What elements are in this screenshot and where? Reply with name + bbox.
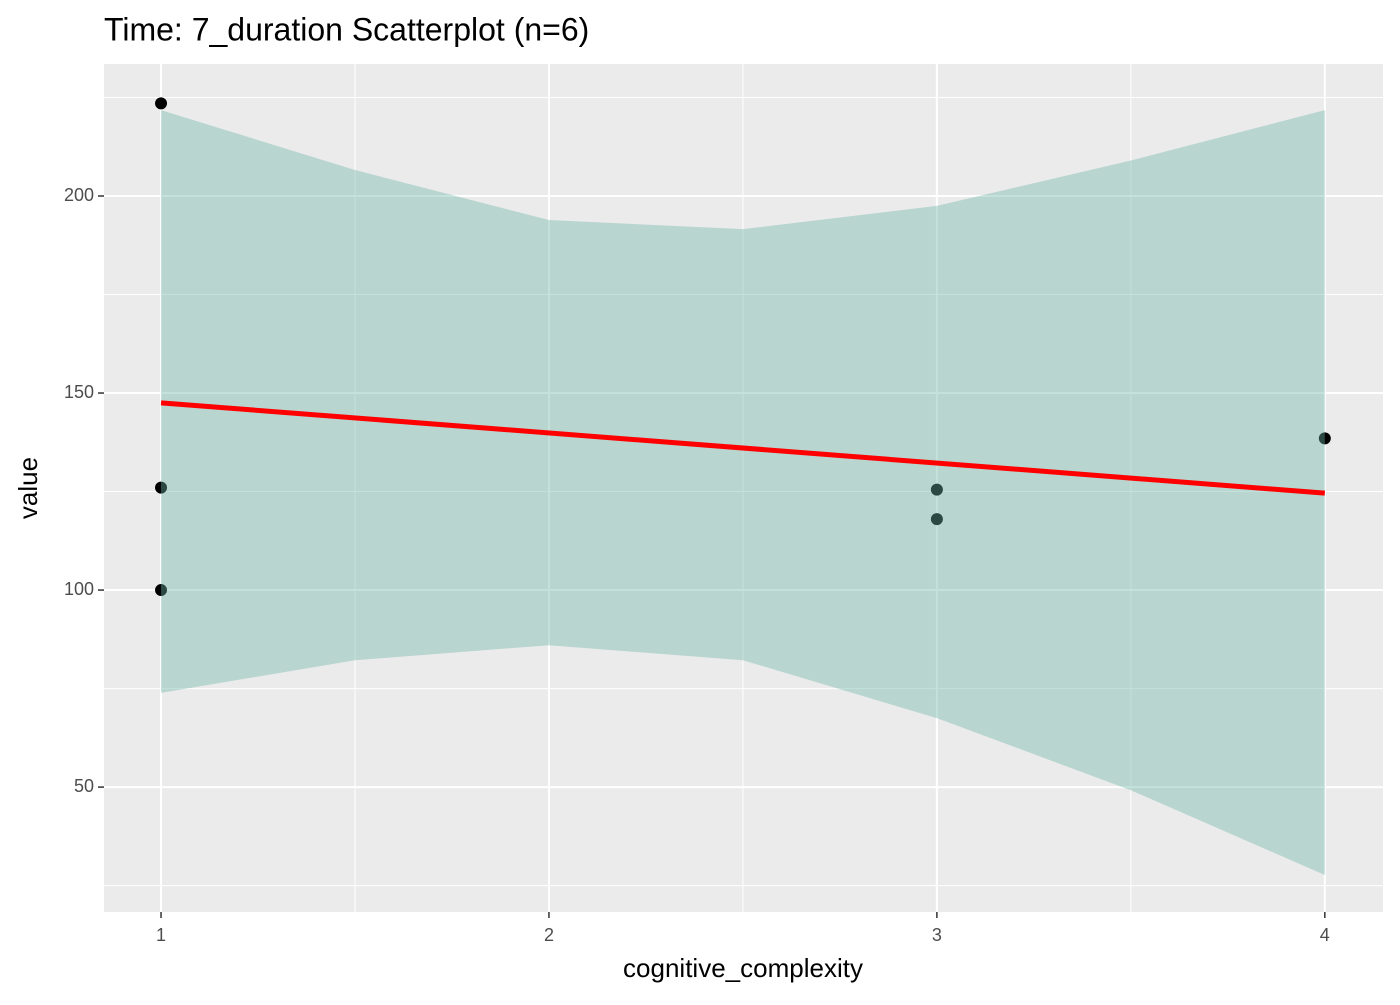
point [1318,432,1331,445]
chart-title: Time: 7_duration Scatterplot (n=6) [104,11,589,47]
point [930,513,943,526]
point [155,584,168,597]
x-tick-label: 2 [544,925,554,945]
panel [104,64,1383,912]
fit-line [160,400,1326,496]
confidence-band [161,110,1325,875]
y-tick-label: 100 [64,579,94,599]
x-axis-title: cognitive_complexity [623,953,863,983]
point [155,97,168,110]
point [930,483,943,496]
x-tick-label: 4 [1320,925,1330,945]
x-tick-label: 1 [156,925,166,945]
y-tick-label: 200 [64,185,94,205]
point [155,481,168,494]
x-tick-label: 3 [932,925,942,945]
y-tick-label: 150 [64,382,94,402]
y-tick-label: 50 [74,776,94,796]
y-axis-title: value [13,457,43,519]
